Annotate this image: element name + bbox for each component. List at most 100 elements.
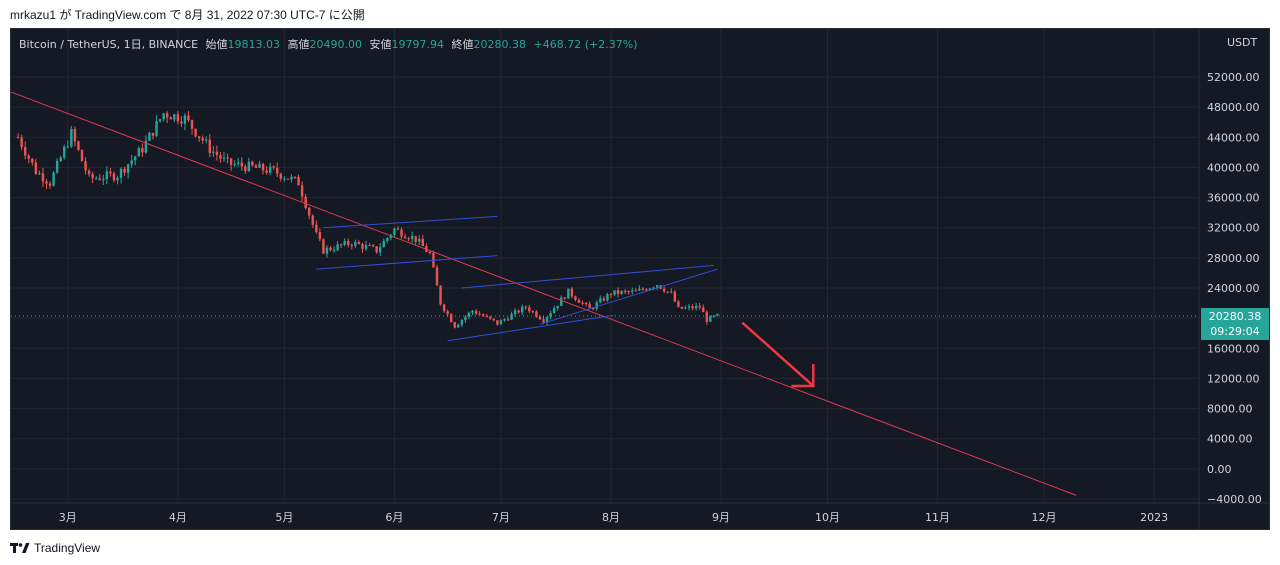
candle-body xyxy=(173,114,176,120)
candle-body xyxy=(499,320,503,325)
candle-body xyxy=(400,229,403,237)
candle-body xyxy=(428,251,432,254)
candle-body xyxy=(119,168,123,178)
candle-body xyxy=(421,238,424,247)
candle-body xyxy=(194,128,197,137)
candle-body xyxy=(623,291,627,293)
candle-body xyxy=(300,185,304,197)
candle-body xyxy=(73,128,77,142)
candle-body xyxy=(304,196,307,208)
candle-body xyxy=(102,179,105,181)
candle-body xyxy=(694,305,698,309)
candle-body xyxy=(368,245,371,247)
candle-body xyxy=(318,232,322,240)
candle-body xyxy=(158,119,162,121)
candle-body xyxy=(190,120,194,129)
descending-trendline xyxy=(11,91,1077,496)
candle-body xyxy=(602,298,606,301)
candle-body xyxy=(141,147,144,153)
candle-body xyxy=(247,161,251,172)
candle-body xyxy=(446,311,449,315)
candle-body xyxy=(347,241,350,246)
candle-body xyxy=(684,307,687,309)
candle-body xyxy=(489,316,492,319)
candle-body xyxy=(237,162,240,165)
footer-brand[interactable]: TradingView xyxy=(10,541,100,555)
candle-body xyxy=(702,307,705,313)
candle-body xyxy=(229,158,233,165)
candle-body xyxy=(70,128,73,147)
high-value: 20490.00 xyxy=(309,38,363,51)
candle-body xyxy=(290,176,293,180)
y-tick-label: 8000.00 xyxy=(1207,403,1253,416)
candle-body xyxy=(552,308,556,314)
grid xyxy=(11,29,1269,529)
last-price-tag: 20280.38 09:29:04 xyxy=(1201,308,1269,340)
candle-body xyxy=(627,291,630,293)
candle-body xyxy=(215,151,219,156)
candle-body xyxy=(251,161,254,166)
x-tick-label: 5月 xyxy=(275,511,293,524)
candle-body xyxy=(109,171,112,174)
candle-body xyxy=(258,163,261,168)
wedge-channel-line xyxy=(461,264,714,289)
candle-body xyxy=(84,161,87,171)
candle-body xyxy=(41,173,45,182)
candle-body xyxy=(45,181,48,184)
candle-body xyxy=(233,164,236,166)
candle-body xyxy=(535,311,538,317)
candle-body xyxy=(496,320,499,325)
candle-body xyxy=(531,311,535,313)
candle-body xyxy=(98,178,101,181)
candle-body xyxy=(240,162,243,167)
candle-body xyxy=(354,241,357,246)
candle-body xyxy=(545,317,549,323)
chart-frame[interactable]: 52000.00 48000.00 44000.00 40000.00 36000.00… xyxy=(10,28,1270,530)
high-label: 高値 xyxy=(287,38,310,51)
candle-body xyxy=(187,115,190,121)
candle-body xyxy=(588,303,591,309)
candle-body xyxy=(311,215,314,225)
open-label: 始値 xyxy=(205,38,228,51)
candle-body xyxy=(542,319,545,323)
y-tick-label: 40000.00 xyxy=(1207,161,1260,174)
candle-body xyxy=(439,285,442,305)
candle-body xyxy=(208,139,211,153)
y-tick-label: 28000.00 xyxy=(1207,252,1260,265)
candle-body xyxy=(52,172,55,186)
candle-body xyxy=(524,306,527,308)
candle-body xyxy=(183,115,187,124)
candle-body xyxy=(418,238,421,242)
candle-body xyxy=(254,165,258,168)
drawings xyxy=(11,91,1077,496)
candle-body xyxy=(279,173,282,179)
candle-body xyxy=(503,319,506,321)
y-tick-label: 16000.00 xyxy=(1207,342,1260,355)
candle-body xyxy=(379,247,382,253)
candle-body xyxy=(563,297,566,299)
y-tick-label: 32000.00 xyxy=(1207,222,1260,235)
candle-body xyxy=(641,288,645,290)
close-value: 20280.38 xyxy=(473,38,527,51)
candle-body xyxy=(574,296,577,300)
candle-body xyxy=(670,291,673,293)
y-tick-label: 48000.00 xyxy=(1207,101,1260,114)
candle-body xyxy=(332,250,336,252)
candle-body xyxy=(329,247,332,251)
candle-body xyxy=(556,305,559,309)
candle-body xyxy=(197,136,201,138)
candle-body xyxy=(506,319,510,321)
price-chart[interactable]: 52000.00 48000.00 44000.00 40000.00 36000.00… xyxy=(11,29,1270,530)
candle-body xyxy=(567,288,570,299)
candle-body xyxy=(645,289,648,291)
candle-body xyxy=(389,235,393,238)
y-tick-label: 12000.00 xyxy=(1207,372,1260,385)
y-tick-label: −4000.00 xyxy=(1207,493,1262,506)
candle-body xyxy=(403,236,407,239)
candle-body xyxy=(609,294,613,296)
candle-body xyxy=(652,287,655,289)
candle-body xyxy=(219,155,222,159)
candle-body xyxy=(599,298,602,303)
candle-body xyxy=(315,224,318,233)
x-tick-label: 9月 xyxy=(712,511,730,524)
